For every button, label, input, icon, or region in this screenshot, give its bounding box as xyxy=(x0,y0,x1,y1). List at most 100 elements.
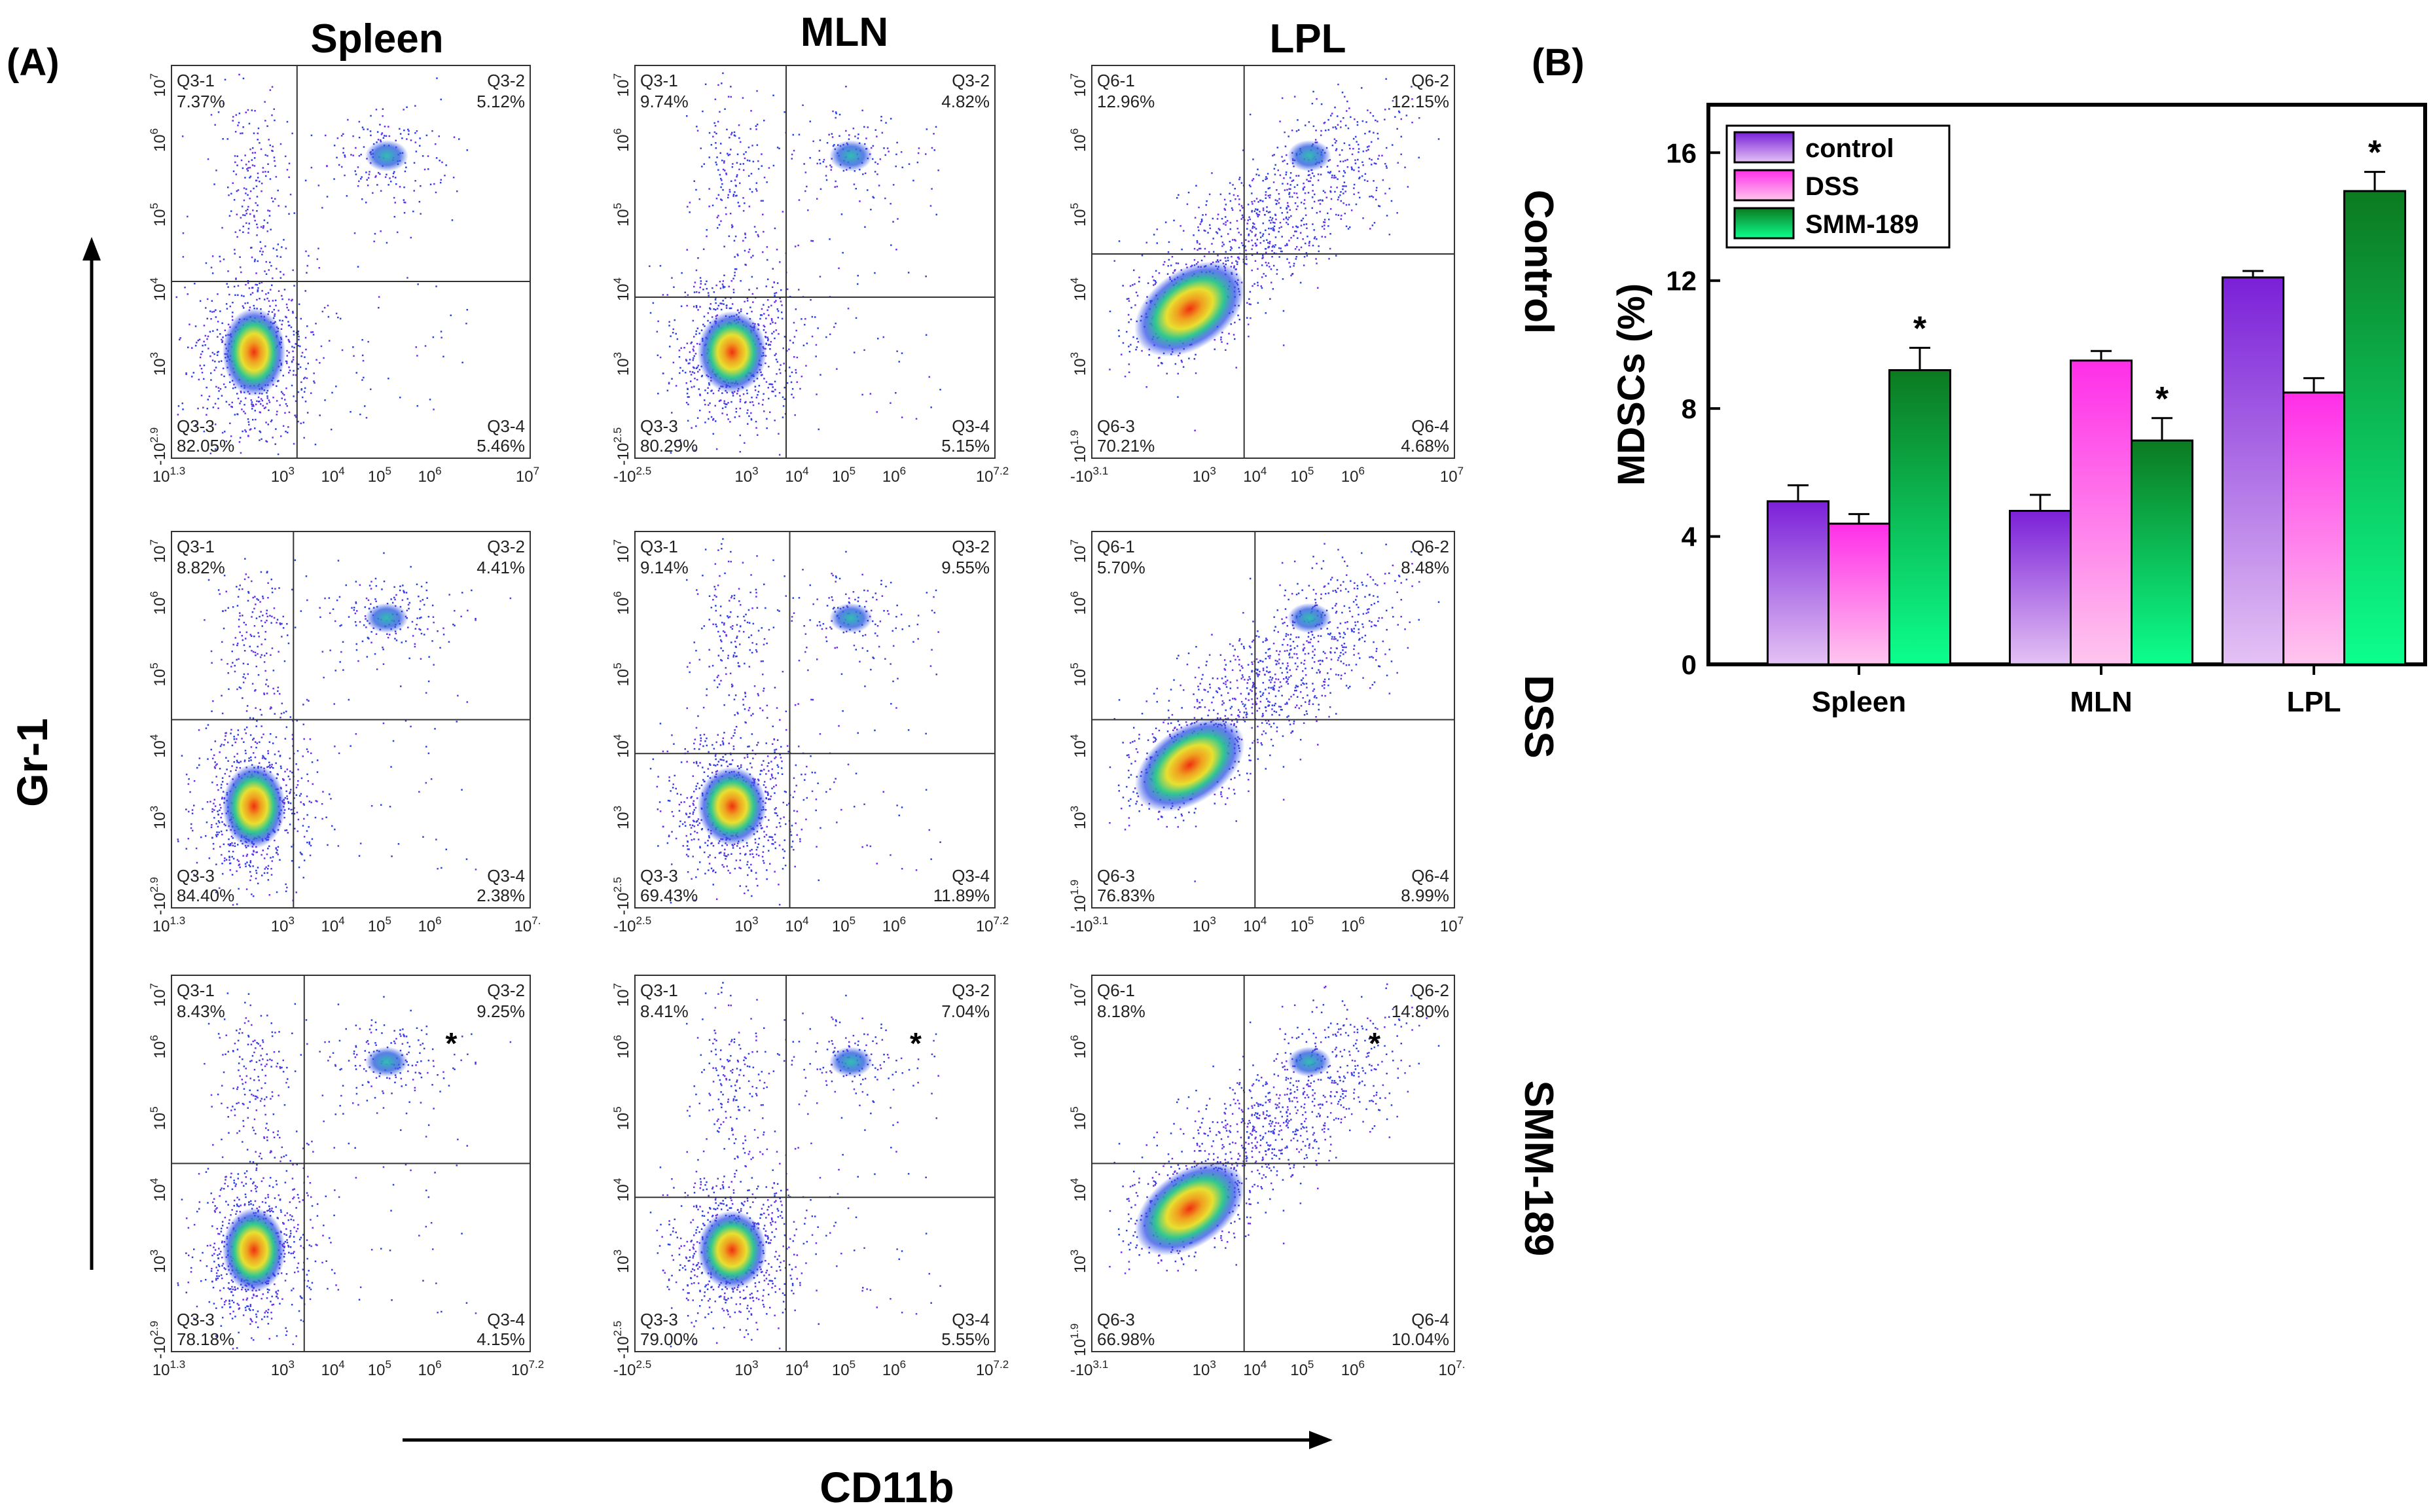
event-dot xyxy=(749,206,751,207)
event-dot xyxy=(261,290,263,292)
event-dot xyxy=(310,738,312,740)
event-dot xyxy=(812,336,814,338)
event-dot xyxy=(236,114,238,116)
event-dot xyxy=(437,630,439,632)
event-dot xyxy=(261,714,262,716)
event-dot xyxy=(1356,204,1358,206)
event-dot xyxy=(1353,170,1355,171)
event-dot xyxy=(382,132,384,134)
event-dot xyxy=(1346,159,1348,161)
event-dot xyxy=(272,742,274,744)
event-dot xyxy=(1352,148,1354,150)
event-dot xyxy=(285,791,287,793)
event-dot xyxy=(306,774,308,776)
event-dot xyxy=(1308,174,1310,176)
event-dot xyxy=(1306,228,1308,230)
event-dot xyxy=(699,306,701,308)
event-dot xyxy=(414,190,416,192)
event-dot xyxy=(825,791,827,793)
event-dot xyxy=(379,173,381,175)
event-dot xyxy=(242,855,244,857)
event-dot xyxy=(245,638,247,639)
event-dot xyxy=(243,404,245,406)
event-dot xyxy=(247,600,249,602)
event-dot xyxy=(730,673,732,675)
event-dot xyxy=(412,621,414,623)
event-dot xyxy=(353,355,355,357)
event-dot xyxy=(196,342,198,344)
event-dot xyxy=(421,633,423,635)
event-dot xyxy=(752,255,754,257)
event-dot xyxy=(251,854,253,855)
event-dot xyxy=(761,374,763,376)
event-dot xyxy=(1227,233,1229,235)
event-dot xyxy=(234,761,236,763)
event-dot xyxy=(329,793,331,795)
event-dot xyxy=(258,397,260,399)
event-dot xyxy=(308,700,310,702)
event-dot xyxy=(319,362,321,364)
event-dot xyxy=(700,287,702,289)
event-dot xyxy=(1264,214,1266,216)
event-dot xyxy=(221,227,223,229)
event-dot xyxy=(696,763,698,765)
event-dot xyxy=(1126,331,1128,333)
event-dot xyxy=(410,139,412,141)
event-dot xyxy=(232,606,234,608)
event-dot xyxy=(772,321,774,323)
event-dot xyxy=(243,674,245,675)
event-dot xyxy=(1209,225,1211,226)
event-dot xyxy=(238,189,240,191)
event-dot xyxy=(1198,230,1200,232)
event-dot xyxy=(740,885,742,887)
event-dot xyxy=(271,420,273,422)
event-dot xyxy=(246,727,248,729)
event-dot xyxy=(804,318,806,320)
event-dot xyxy=(816,393,818,395)
event-dot xyxy=(212,272,214,274)
event-dot xyxy=(708,295,710,297)
event-dot xyxy=(1245,239,1247,241)
event-dot xyxy=(247,418,249,420)
event-dot xyxy=(736,176,738,178)
event-dot xyxy=(730,213,732,215)
event-dot xyxy=(271,874,273,876)
y-axis-label: Gr-1 xyxy=(8,718,56,807)
event-dot xyxy=(259,439,261,441)
event-dot xyxy=(243,411,245,413)
event-dot xyxy=(207,318,209,320)
event-dot xyxy=(1343,117,1344,119)
event-dot xyxy=(732,163,734,165)
event-dot xyxy=(768,629,770,631)
event-dot xyxy=(1152,276,1154,278)
event-dot xyxy=(1351,166,1353,168)
event-dot xyxy=(259,636,261,638)
event-dot xyxy=(700,734,702,736)
event-dot xyxy=(322,311,324,313)
event-dot xyxy=(407,129,409,131)
event-dot xyxy=(210,379,212,381)
event-dot xyxy=(937,170,939,171)
event-dot xyxy=(1305,124,1307,126)
event-dot xyxy=(427,168,429,170)
event-dot xyxy=(698,333,700,334)
event-dot xyxy=(1225,204,1227,206)
event-dot xyxy=(310,392,312,394)
event-dot xyxy=(726,855,728,857)
event-dot xyxy=(222,611,224,613)
event-dot xyxy=(795,308,797,310)
event-dot xyxy=(406,138,408,140)
event-dot xyxy=(265,631,267,633)
event-dot xyxy=(215,823,217,825)
event-dot xyxy=(249,865,251,867)
event-dot xyxy=(775,848,777,850)
event-dot xyxy=(833,326,835,328)
y-tick-label-text: 104 xyxy=(148,278,169,301)
event-dot xyxy=(272,146,274,148)
event-dot xyxy=(687,420,689,422)
event-dot xyxy=(776,329,778,331)
event-dot xyxy=(925,276,927,278)
event-dot xyxy=(268,410,270,412)
event-dot xyxy=(291,299,293,301)
event-dot xyxy=(245,677,247,679)
